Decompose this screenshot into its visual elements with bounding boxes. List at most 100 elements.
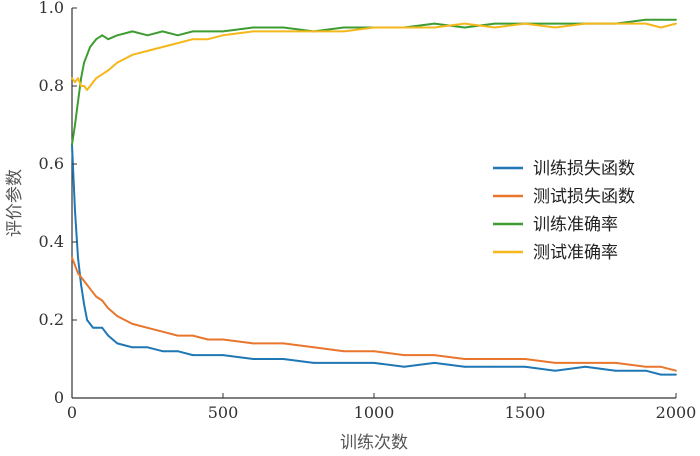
data-point (191, 334, 194, 337)
data-point (92, 326, 95, 329)
data-point (95, 77, 98, 80)
data-point (89, 46, 92, 48)
data-point (77, 256, 79, 259)
data-point (403, 26, 406, 29)
data-point (493, 22, 496, 25)
data-point (107, 38, 110, 41)
y-tick-label: 0.6 (39, 154, 64, 173)
data-point (463, 22, 466, 25)
data-point (95, 295, 98, 298)
data-point (222, 338, 224, 341)
x-tick-label: 1000 (354, 403, 395, 422)
data-point (101, 34, 104, 37)
data-point (222, 34, 224, 37)
data-point (86, 284, 88, 286)
y-tick-label: 0.8 (39, 76, 64, 95)
data-point (77, 77, 79, 80)
data-point (107, 334, 110, 337)
series-1 (71, 143, 677, 376)
data-point (89, 85, 92, 87)
data-point (92, 42, 95, 44)
data-point (312, 362, 315, 364)
data-point (89, 323, 92, 325)
data-point (92, 291, 95, 294)
series-4 (71, 22, 677, 91)
data-point (252, 26, 255, 29)
data-point (107, 307, 110, 310)
data-point (342, 26, 345, 29)
data-point (95, 326, 98, 329)
data-point (116, 34, 119, 37)
data-point (433, 26, 436, 29)
data-point (433, 354, 436, 356)
data-point (77, 100, 79, 103)
data-point (146, 50, 149, 52)
data-point (222, 30, 224, 33)
data-point (101, 326, 104, 329)
data-point (71, 77, 73, 80)
data-point (161, 350, 164, 353)
data-point (584, 362, 587, 364)
data-point (463, 365, 466, 368)
data-point (644, 365, 647, 368)
data-point (176, 350, 179, 353)
data-point (660, 18, 662, 21)
data-point (493, 358, 496, 360)
data-point (101, 73, 104, 76)
data-point (660, 373, 662, 376)
data-point (463, 358, 466, 360)
series-3 (71, 18, 677, 146)
data-point (92, 81, 95, 83)
data-point (89, 287, 92, 290)
data-point (116, 61, 119, 64)
data-point (71, 143, 73, 146)
data-point (86, 53, 88, 56)
data-point (524, 22, 526, 25)
data-point (107, 69, 110, 72)
data-point (524, 365, 526, 368)
data-point (83, 85, 85, 87)
data-point (644, 18, 647, 21)
data-point (554, 22, 557, 25)
data-point (207, 354, 209, 356)
data-point (131, 53, 134, 56)
data-point (493, 26, 496, 29)
data-point (282, 30, 285, 33)
x-axis-title: 训练次数 (340, 433, 408, 453)
data-point (86, 319, 88, 321)
x-tick-label: 0 (67, 403, 77, 422)
data-point (86, 89, 88, 91)
data-point (644, 22, 647, 25)
data-point (342, 362, 345, 364)
data-point (176, 34, 179, 37)
y-tick-label: 0.4 (39, 232, 64, 251)
ticks: 0 500 1000 1500 2000 0 0.2 0.4 0.6 0.8 1.0 (39, 0, 697, 422)
data-point (403, 365, 406, 368)
data-point (373, 362, 375, 364)
data-point (80, 85, 82, 87)
data-point (463, 26, 466, 29)
data-point (161, 30, 164, 33)
x-tick-label: 1500 (505, 403, 546, 422)
data-point (312, 30, 315, 33)
y-tick-label: 0.2 (39, 310, 64, 329)
data-point (74, 124, 76, 126)
legend-label: 训练准确率 (533, 215, 618, 235)
data-point (161, 330, 164, 333)
data-point (252, 358, 255, 360)
legend-label: 测试损失函数 (533, 187, 635, 207)
data-point (207, 30, 209, 33)
data-point (373, 350, 375, 353)
data-point (80, 284, 82, 286)
data-point (101, 299, 104, 302)
data-point (161, 46, 164, 48)
data-point (71, 256, 73, 259)
series-2 (71, 256, 677, 372)
data-point (342, 350, 345, 353)
legend-label: 测试准确率 (533, 243, 618, 263)
data-point (222, 354, 224, 356)
data-point (342, 30, 345, 33)
data-point (191, 354, 194, 356)
data-point (83, 61, 85, 64)
